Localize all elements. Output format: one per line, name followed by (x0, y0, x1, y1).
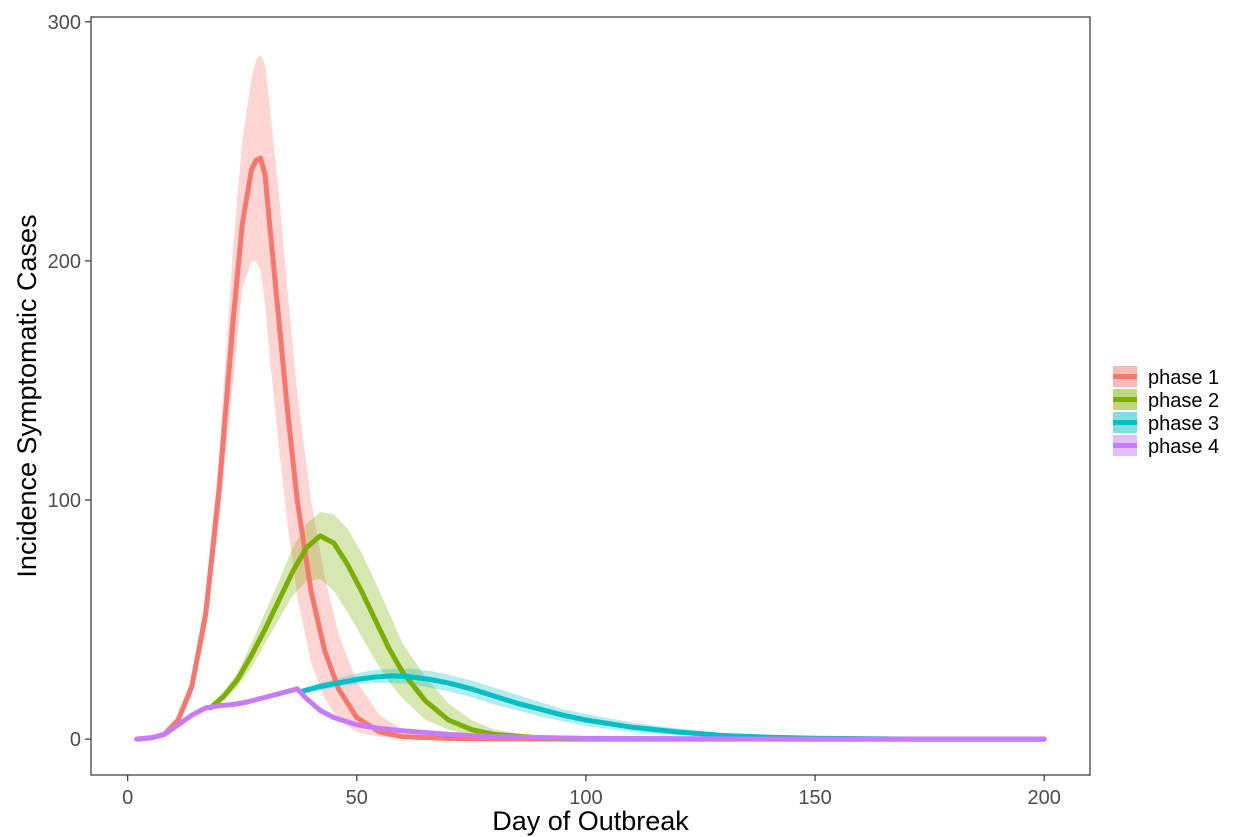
x-tick-label: 0 (122, 787, 133, 809)
band-phase-1 (136, 55, 1045, 740)
legend-label-phase-3: phase 3 (1148, 413, 1219, 435)
plot-panel-border (90, 16, 1091, 776)
x-tick-label: 100 (569, 787, 602, 809)
y-tick-label: 300 (48, 12, 81, 34)
y-axis-title: Incidence Symptomatic Cases (12, 214, 42, 577)
x-tick-label: 200 (1027, 787, 1060, 809)
series-line-phase-4 (134, 686, 1047, 742)
x-axis-title: Day of Outbreak (492, 806, 689, 836)
legend-label-phase-4: phase 4 (1148, 436, 1219, 458)
y-tick-label: 200 (48, 251, 81, 273)
x-tick-label: 150 (798, 787, 831, 809)
series-line-phase-1 (134, 155, 1047, 742)
axis-ticks: 0 50 100 150 200 0 100 200 300 (48, 12, 1061, 809)
x-tick-label: 50 (346, 787, 368, 809)
y-tick-label: 100 (48, 490, 81, 512)
y-tick-label: 0 (70, 729, 81, 751)
series-line-phase-3 (299, 673, 910, 742)
confidence-bands (136, 55, 1045, 740)
legend-label-phase-1: phase 1 (1148, 367, 1219, 389)
band-phase-2 (210, 512, 1045, 740)
legend-label-phase-2: phase 2 (1148, 390, 1219, 412)
series-lines (134, 155, 1047, 742)
